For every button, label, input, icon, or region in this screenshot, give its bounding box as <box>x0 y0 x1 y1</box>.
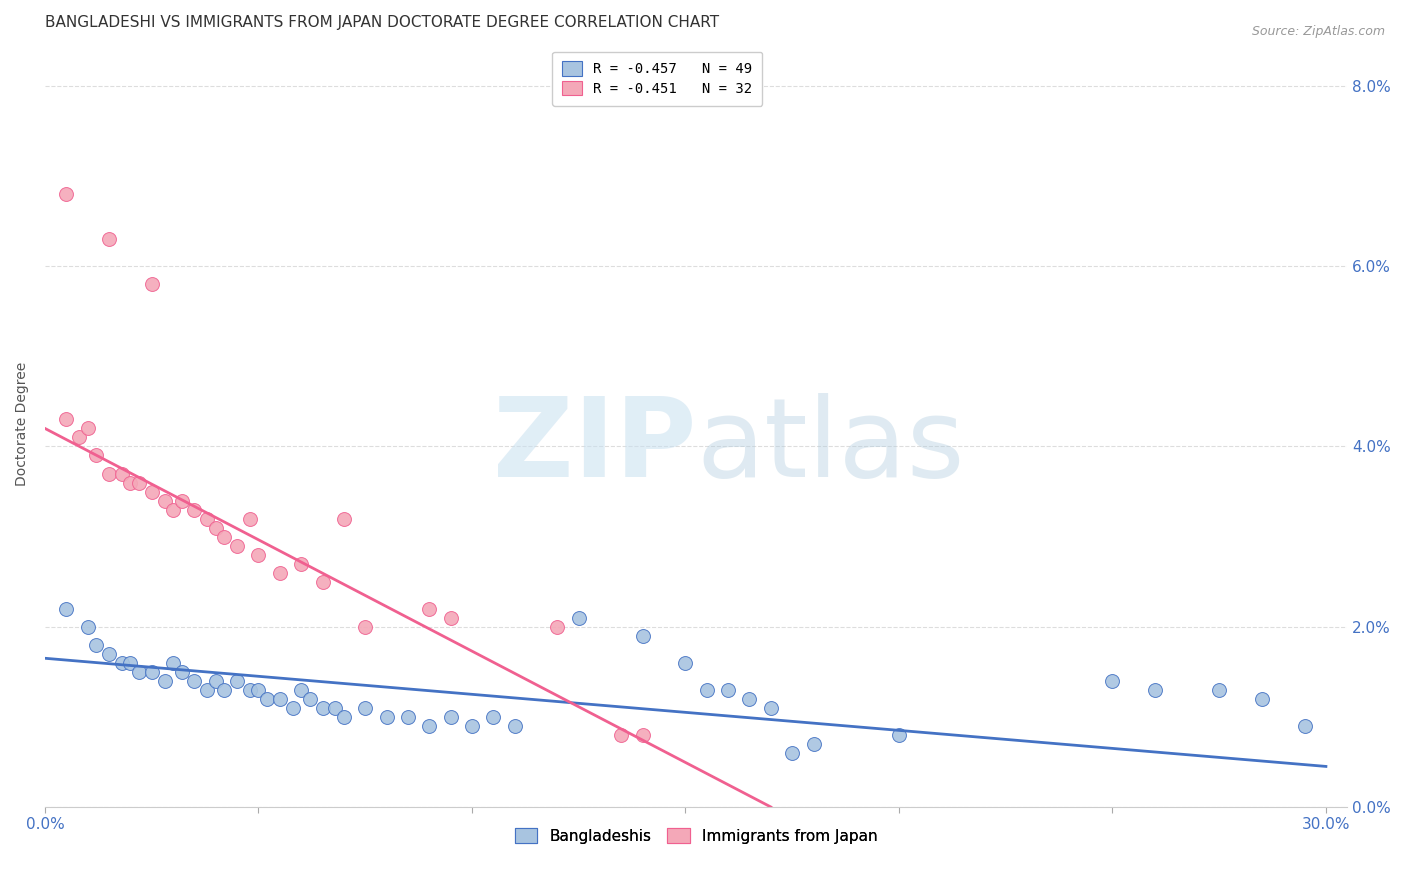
Point <box>298 691 321 706</box>
Point <box>141 665 163 679</box>
Point <box>803 737 825 751</box>
Point <box>55 601 77 615</box>
Point <box>696 682 718 697</box>
Point <box>162 502 184 516</box>
Point <box>631 728 654 742</box>
Point <box>153 673 176 688</box>
Point <box>546 620 568 634</box>
Text: Source: ZipAtlas.com: Source: ZipAtlas.com <box>1251 25 1385 38</box>
Point <box>482 710 505 724</box>
Point <box>98 232 121 246</box>
Point <box>55 187 77 202</box>
Point <box>183 502 205 516</box>
Point <box>247 682 270 697</box>
Point <box>375 710 398 724</box>
Point <box>610 728 633 742</box>
Point <box>461 719 484 733</box>
Point <box>214 530 236 544</box>
Text: atlas: atlas <box>696 393 965 500</box>
Point <box>780 746 803 760</box>
Point <box>141 277 163 292</box>
Point <box>738 691 761 706</box>
Point <box>1208 682 1230 697</box>
Point <box>195 682 218 697</box>
Point <box>170 493 193 508</box>
Point <box>631 629 654 643</box>
Point <box>128 475 150 490</box>
Point <box>333 710 356 724</box>
Point <box>439 710 461 724</box>
Point <box>887 728 910 742</box>
Point <box>204 673 226 688</box>
Point <box>76 620 98 634</box>
Point <box>568 611 591 625</box>
Point <box>204 520 226 534</box>
Point <box>55 412 77 426</box>
Point <box>717 682 740 697</box>
Point <box>1144 682 1167 697</box>
Point <box>247 548 270 562</box>
Point <box>256 691 278 706</box>
Text: ZIP: ZIP <box>492 393 696 500</box>
Point <box>84 449 107 463</box>
Point <box>239 682 262 697</box>
Point <box>759 701 782 715</box>
Point <box>98 467 121 481</box>
Y-axis label: Doctorate Degree: Doctorate Degree <box>15 362 30 486</box>
Point <box>195 511 218 525</box>
Point <box>311 701 333 715</box>
Point <box>84 638 107 652</box>
Point <box>503 719 526 733</box>
Point <box>269 691 291 706</box>
Point <box>183 673 205 688</box>
Point <box>290 557 312 571</box>
Point <box>354 620 377 634</box>
Point <box>281 701 304 715</box>
Point <box>162 656 184 670</box>
Point <box>290 682 312 697</box>
Point <box>239 511 262 525</box>
Point <box>153 493 176 508</box>
Point <box>1250 691 1272 706</box>
Point <box>128 665 150 679</box>
Point <box>269 566 291 580</box>
Point <box>214 682 236 697</box>
Point <box>1101 673 1123 688</box>
Point <box>141 484 163 499</box>
Point <box>311 574 333 589</box>
Point <box>1294 719 1316 733</box>
Point <box>418 719 440 733</box>
Point <box>98 647 121 661</box>
Point <box>226 539 249 553</box>
Point <box>76 421 98 435</box>
Point <box>111 467 134 481</box>
Point <box>111 656 134 670</box>
Text: BANGLADESHI VS IMMIGRANTS FROM JAPAN DOCTORATE DEGREE CORRELATION CHART: BANGLADESHI VS IMMIGRANTS FROM JAPAN DOC… <box>45 15 718 30</box>
Legend: Bangladeshis, Immigrants from Japan: Bangladeshis, Immigrants from Japan <box>505 819 887 853</box>
Point <box>67 430 90 444</box>
Point <box>120 656 142 670</box>
Point <box>439 611 461 625</box>
Point <box>323 701 346 715</box>
Point <box>226 673 249 688</box>
Point <box>675 656 697 670</box>
Point <box>170 665 193 679</box>
Point <box>120 475 142 490</box>
Point <box>418 601 440 615</box>
Point <box>396 710 419 724</box>
Point <box>354 701 377 715</box>
Point <box>333 511 356 525</box>
